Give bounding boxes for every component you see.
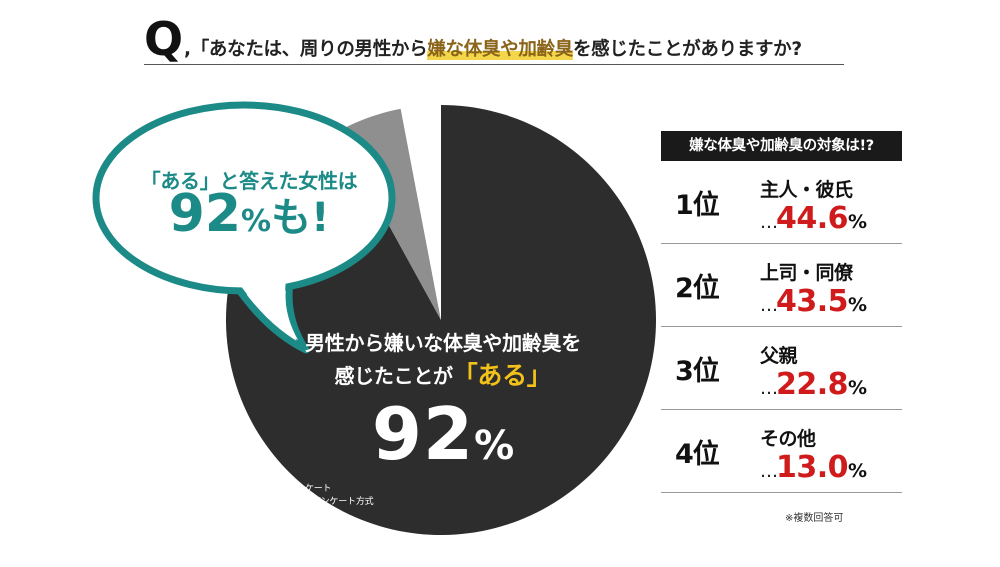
question-underline — [144, 64, 844, 65]
survey-period: 調査期間:2012年6月18日(月)〜2012年6月19日(火) — [92, 510, 300, 520]
ranking-value-line: …13.0% — [760, 450, 867, 485]
ranking-value-line: …44.6% — [760, 201, 867, 236]
pie-center-value: 92% — [268, 392, 618, 476]
ranking-unit: % — [848, 294, 868, 316]
ranking-row: 3位 父親 …22.8% — [661, 327, 902, 410]
ranking-dots: … — [760, 295, 778, 316]
ranking-position: 3位 — [675, 356, 720, 387]
survey-method-cont: 専門サイト「アイリサーチ」を用いたWebアンケート方式 — [144, 497, 374, 507]
bubble-caption: 「ある」と答えた女性は — [140, 169, 358, 193]
pie-center-line1: 男性から嫌いな体臭や加齢臭を — [305, 331, 581, 355]
bubble-percent: 92%も! — [108, 184, 390, 244]
survey-title: 【ニオイに関するアンケート】 — [92, 458, 215, 468]
pie-slice-2 — [400, 105, 441, 320]
ranking-panel: 嫌な体臭や加齢臭の対象は!? 1位 主人・彼氏 …44.6% 2位 上司・同僚 … — [661, 131, 902, 493]
ranking-value-line: …22.8% — [760, 367, 867, 402]
ranking-row: 4位 その他 …13.0% — [661, 410, 902, 493]
ranking-dots: … — [760, 212, 778, 233]
ranking-label: 父親 — [760, 345, 798, 367]
multiple-answer-note: ※複数回答可 — [785, 513, 844, 524]
ranking-unit: % — [848, 460, 868, 482]
ranking-value: 43.5 — [776, 284, 849, 319]
ranking-dots: … — [760, 461, 778, 482]
speech-bubble-tail-cover — [238, 280, 298, 340]
ranking-label: 主人・彼氏 — [760, 179, 853, 201]
pie-center-unit: % — [474, 423, 515, 469]
ranking-unit: % — [848, 211, 868, 233]
question-highlight: 嫌な体臭や加齢臭 — [427, 39, 573, 60]
survey-method: 調査方法:株式会社ネオマーケティングが運営するアンケート — [92, 484, 332, 494]
survey-respondents: 有効回答数:100サンプル — [92, 523, 191, 533]
question-text: ,「あなたは、周りの男性から嫌な体臭や加齢臭を感じたことがありますか? — [184, 38, 802, 62]
question-header: Q ,「あなたは、周りの男性から嫌な体臭や加齢臭を感じたことがありますか? — [144, 14, 844, 66]
ranking-row: 2位 上司・同僚 …43.5% — [661, 244, 902, 327]
pie-center-number: 92 — [371, 392, 475, 476]
ranking-label: 上司・同僚 — [760, 262, 853, 284]
ranking-position: 4位 — [675, 439, 720, 470]
question-letter: Q — [144, 12, 184, 66]
ranking-value-line: …43.5% — [760, 284, 867, 319]
survey-note: 【ニオイに関するアンケート】 調査対象者:全国の30歳〜59歳の女性 調査方法:… — [92, 457, 422, 535]
bubble-number: 92 — [168, 184, 242, 244]
pie-center-prefix: 感じたことが — [334, 364, 453, 388]
ranking-header: 嫌な体臭や加齢臭の対象は!? — [661, 131, 902, 161]
pie-center-highlight: 「ある」 — [452, 361, 552, 390]
question-text-after: を感じたことがありますか? — [572, 39, 802, 60]
bubble-suffix: も! — [271, 195, 330, 241]
ranking-value: 22.8 — [776, 367, 849, 402]
ranking-value: 44.6 — [776, 201, 849, 236]
ranking-position: 2位 — [675, 273, 720, 304]
question-text-before: ,「あなたは、周りの男性から — [184, 39, 428, 60]
ranking-unit: % — [848, 377, 868, 399]
ranking-value: 13.0 — [776, 450, 849, 485]
bubble-unit: % — [241, 204, 272, 239]
pie-center-line2: 感じたことが「ある」 — [268, 356, 618, 392]
ranking-position: 1位 — [675, 190, 720, 221]
speech-bubble — [92, 101, 396, 354]
ranking-label: その他 — [760, 428, 816, 450]
ranking-row: 1位 主人・彼氏 …44.6% — [661, 161, 902, 244]
speech-bubble-body — [92, 101, 396, 295]
survey-target: 調査対象者:全国の30歳〜59歳の女性 — [92, 471, 241, 481]
ranking-dots: … — [760, 378, 778, 399]
